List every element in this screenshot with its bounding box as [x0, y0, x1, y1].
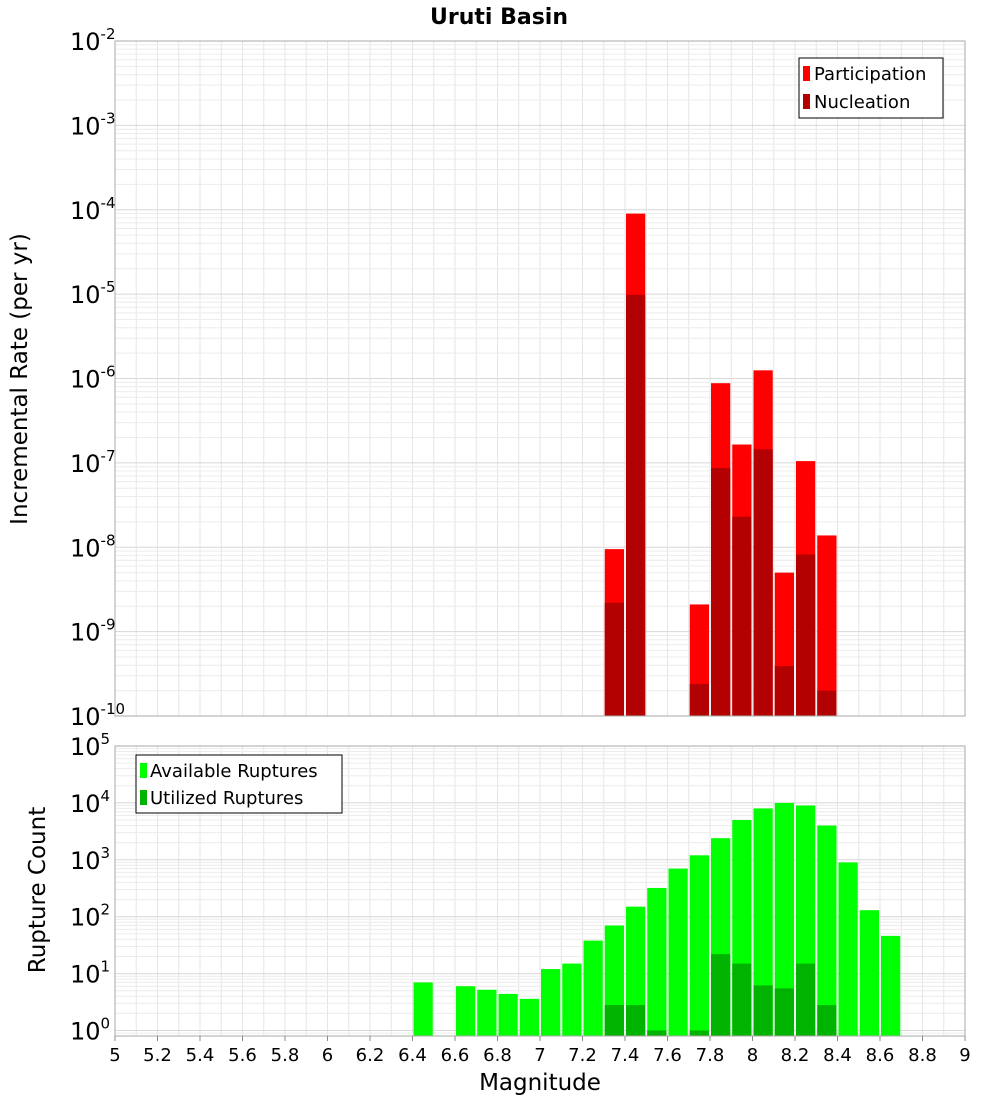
- y-tick-label: 10-6: [70, 363, 116, 394]
- bar-primary-m8.65: [881, 935, 901, 1036]
- x-tick-label: 5.4: [186, 1045, 215, 1066]
- y-tick-label: 100: [70, 1014, 110, 1045]
- y-tick-label: 10-9: [70, 616, 116, 647]
- x-tick-label: 8.2: [781, 1045, 810, 1066]
- bar-secondary-m7.45: [626, 1005, 646, 1036]
- top-y-axis-label: Incremental Rate (per yr): [7, 233, 33, 525]
- bar-secondary-m8.35: [817, 1005, 837, 1036]
- x-tick-label: 9: [959, 1045, 970, 1066]
- bar-primary-m6.85: [498, 993, 518, 1036]
- x-tick-label: 7: [534, 1045, 545, 1066]
- bar-primary-m7.55: [647, 887, 667, 1036]
- bar-primary-m8.05: [753, 808, 773, 1036]
- x-tick-label: 7.4: [611, 1045, 640, 1066]
- y-tick-label: 10-7: [70, 447, 116, 478]
- bar-primary-m6.65: [456, 986, 476, 1036]
- bar-secondary-m7.95: [732, 963, 752, 1036]
- bar-secondary-m7.85: [711, 467, 731, 716]
- x-tick-label: 6.2: [356, 1045, 385, 1066]
- bar-secondary-m7.35: [604, 602, 624, 716]
- x-tick-label: 8.8: [908, 1045, 937, 1066]
- bar-primary-m6.45: [413, 982, 433, 1036]
- top-legend: Participation Nucleation: [798, 57, 944, 119]
- bar-primary-m8.15: [774, 802, 794, 1036]
- bar-secondary-m8.15: [774, 666, 794, 716]
- x-tick-label: 8.6: [866, 1045, 895, 1066]
- bar-primary-m8.45: [838, 862, 858, 1036]
- legend-swatch-available-ruptures: [140, 763, 147, 778]
- x-tick-label: 5.2: [143, 1045, 172, 1066]
- bottom-y-ticks: 100 101 102 103 104 105: [70, 730, 110, 1045]
- bar-primary-m7.25: [583, 940, 603, 1036]
- bar-secondary-m7.85: [711, 954, 731, 1036]
- bottom-legend: Available Ruptures Utilized Ruptures: [135, 754, 343, 814]
- bar-secondary-m7.45: [626, 294, 646, 716]
- bar-secondary-m8.35: [817, 690, 837, 716]
- bar-secondary-m8.05: [753, 985, 773, 1036]
- y-tick-label: 10-10: [70, 700, 125, 731]
- y-tick-label: 10-3: [70, 109, 116, 140]
- bar-secondary-m7.35: [604, 1005, 624, 1036]
- bar-primary-m8.35: [817, 535, 837, 716]
- y-tick-label: 102: [70, 901, 110, 932]
- x-tick-label: 7.6: [653, 1045, 682, 1066]
- bar-primary-m8.35: [817, 825, 837, 1036]
- bar-primary-m7.15: [562, 963, 582, 1036]
- bottom-x-ticks: 5 5.2 5.4 5.6 5.8 6 6.2 6.4 6.6 6.8 7 7.2 7.4 7.6 7.8 8…: [109, 1036, 971, 1066]
- legend-label-participation: Participation: [814, 64, 926, 85]
- top-plot-frame: [114, 40, 966, 717]
- x-tick-label: 6: [322, 1045, 333, 1066]
- bar-primary-m7.45: [626, 906, 646, 1036]
- x-tick-label: 8.4: [823, 1045, 852, 1066]
- y-tick-label: 101: [70, 958, 110, 989]
- bar-secondary-m8.05: [753, 449, 773, 716]
- legend-label-available-ruptures: Available Ruptures: [150, 761, 318, 782]
- legend-swatch-nucleation: [803, 94, 810, 109]
- x-tick-label: 6.8: [483, 1045, 512, 1066]
- bar-primary-m8.55: [859, 910, 879, 1036]
- x-tick-label: 5: [109, 1045, 120, 1066]
- top-plot-bars: [604, 213, 837, 717]
- bar-secondary-m7.75: [689, 683, 709, 716]
- y-tick-label: 105: [70, 730, 110, 761]
- legend-label-nucleation: Nucleation: [814, 92, 910, 113]
- bar-secondary-m8.25: [796, 554, 816, 716]
- y-tick-label: 10-5: [70, 278, 116, 309]
- x-tick-label: 5.8: [271, 1045, 300, 1066]
- chart-title: Uruti Basin: [430, 5, 568, 30]
- bar-secondary-m7.75: [689, 1030, 709, 1036]
- top-legend-box: [798, 57, 944, 119]
- bar-primary-m6.75: [477, 989, 497, 1036]
- legend-label-utilized-ruptures: Utilized Ruptures: [150, 788, 303, 809]
- x-tick-label: 5.6: [228, 1045, 257, 1066]
- top-y-ticks: 10-10 10-9 10-8 10-7 10-6 10-5 10-4 10-3 10-2: [70, 25, 125, 731]
- bar-secondary-m7.55: [647, 1030, 667, 1036]
- bottom-plot-bars: [413, 802, 901, 1036]
- x-tick-label: 7.2: [568, 1045, 597, 1066]
- x-tick-label: 6.4: [398, 1045, 427, 1066]
- bar-primary-m6.95: [519, 998, 539, 1036]
- bar-primary-m7.05: [541, 969, 561, 1036]
- bottom-legend-box: [135, 754, 343, 814]
- bottom-y-axis-label: Rupture Count: [25, 807, 51, 973]
- x-tick-label: 8: [747, 1045, 758, 1066]
- legend-swatch-utilized-ruptures: [140, 790, 147, 805]
- y-tick-label: 10-4: [70, 194, 116, 225]
- y-tick-label: 104: [70, 787, 110, 818]
- bar-secondary-m8.25: [796, 963, 816, 1036]
- bar-primary-m7.65: [668, 868, 688, 1036]
- bar-secondary-m8.15: [774, 988, 794, 1036]
- y-tick-label: 103: [70, 844, 110, 875]
- bar-primary-m7.75: [689, 855, 709, 1036]
- legend-swatch-participation: [803, 66, 810, 81]
- y-tick-label: 10-2: [70, 25, 116, 56]
- x-tick-label: 6.6: [441, 1045, 470, 1066]
- x-tick-label: 7.8: [696, 1045, 725, 1066]
- top-plot-grid: [114, 41, 966, 717]
- bar-secondary-m7.95: [732, 516, 752, 716]
- y-tick-label: 10-8: [70, 531, 116, 562]
- x-axis-label: Magnitude: [479, 1070, 601, 1096]
